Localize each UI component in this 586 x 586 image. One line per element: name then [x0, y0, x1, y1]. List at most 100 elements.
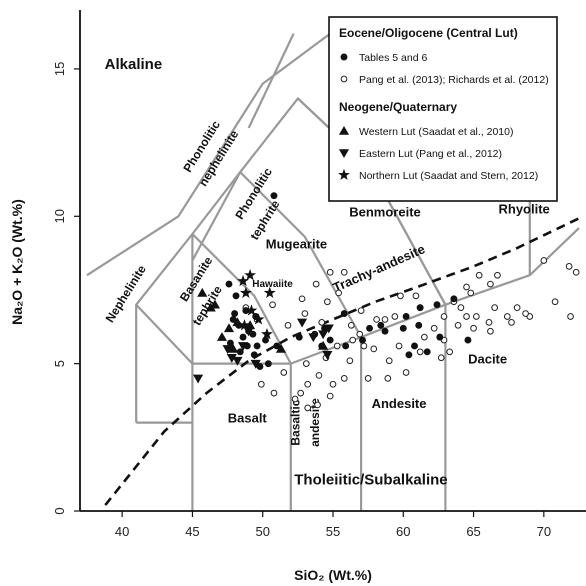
data-point-star	[261, 327, 273, 340]
data-point-filled-circle	[264, 360, 272, 368]
data-point-filled-circle	[366, 324, 373, 332]
field-boundary	[86, 32, 331, 277]
data-point-open-circle	[397, 292, 404, 300]
data-point-star	[237, 274, 249, 287]
data-point-triangle-down	[322, 351, 333, 360]
data-point-triangle-up	[275, 343, 287, 353]
data-point-star	[239, 286, 252, 298]
data-point-open-circle	[364, 375, 372, 382]
data-point-open-circle	[340, 268, 348, 276]
data-points	[193, 192, 580, 412]
data-point-open-circle	[304, 380, 312, 388]
data-point-open-circle	[395, 342, 403, 350]
data-point-triangle-down	[243, 327, 254, 337]
data-point-open-circle	[356, 330, 364, 338]
data-point-open-circle	[487, 280, 494, 288]
data-point-filled-circle	[239, 333, 247, 341]
data-point-open-circle	[463, 313, 470, 320]
data-point-filled-circle	[415, 321, 423, 329]
data-point-triangle-up	[223, 323, 235, 333]
data-point-filled-circle	[381, 327, 389, 335]
y-axis-title: Na₂O + K₂O (Wt.%)	[9, 199, 25, 325]
data-point-open-circle	[298, 295, 306, 303]
data-point-open-circle	[346, 357, 354, 365]
data-point-open-circle	[340, 375, 348, 382]
data-point-triangle-up	[245, 320, 256, 330]
data-point-open-circle	[291, 395, 299, 403]
x-tick-label: 70	[537, 524, 551, 539]
field-boundary	[135, 303, 194, 365]
data-point-filled-circle	[270, 192, 278, 200]
data-point-open-circle	[269, 301, 276, 309]
data-point-open-circle	[304, 404, 312, 412]
data-point-open-circle	[572, 268, 580, 276]
data-point-open-circle	[347, 321, 355, 329]
legend-entry: Tables 5 and 6	[359, 52, 427, 64]
data-point-filled-circle	[450, 295, 458, 303]
legend-marker-triangle-up	[338, 125, 350, 135]
legend-entry: Pang et al. (2013); Richards et al. (201…	[359, 74, 549, 86]
legend-heading: Eocene/Oligocene (Central Lut)	[339, 26, 518, 40]
legend-entry: Eastern Lut (Pang et al., 2012)	[359, 148, 502, 160]
data-point-star	[245, 304, 258, 316]
data-point-filled-circle	[295, 333, 303, 341]
data-point-open-circle	[440, 313, 448, 320]
data-point-open-circle	[491, 304, 498, 312]
data-point-open-circle	[381, 316, 389, 323]
data-point-open-circle	[565, 263, 573, 270]
legend-box	[328, 16, 558, 202]
data-point-filled-circle	[416, 304, 424, 312]
data-point-open-circle	[475, 271, 483, 279]
legend-heading: Neogene/Quaternary	[339, 100, 457, 114]
data-point-filled-circle	[433, 301, 441, 309]
data-point-filled-circle	[402, 313, 410, 320]
data-point-open-circle	[326, 392, 334, 400]
data-point-open-circle	[314, 401, 321, 409]
data-point-triangle-down	[237, 342, 249, 352]
field-boundary	[247, 33, 295, 129]
data-point-open-circle	[503, 313, 511, 320]
data-point-filled-circle	[231, 310, 239, 317]
data-point-open-circle	[485, 319, 493, 326]
data-point-filled-circle	[359, 336, 366, 344]
field-boundary	[191, 233, 292, 365]
y-tick-label: 0	[52, 507, 67, 514]
data-point-filled-circle	[423, 348, 431, 356]
y-tick-label: 5	[52, 360, 67, 367]
data-point-open-circle	[335, 289, 342, 297]
data-point-open-circle	[508, 319, 515, 326]
data-point-filled-circle	[256, 363, 264, 371]
data-point-open-circle	[540, 257, 548, 264]
data-point-open-circle	[391, 313, 399, 320]
data-point-open-circle	[324, 298, 331, 306]
data-point-triangle-down	[232, 356, 243, 366]
data-point-triangle-up	[216, 332, 228, 341]
data-point-triangle-down	[222, 345, 233, 354]
data-point-star	[244, 269, 256, 281]
data-point-filled-circle	[436, 333, 444, 341]
field-label: Dacite	[468, 352, 507, 367]
data-point-triangle-up	[209, 299, 220, 309]
data-point-star	[263, 286, 276, 298]
data-point-filled-circle	[340, 310, 348, 317]
axes: 40 45 50 55 60 65 70 0 5 10 15	[52, 10, 586, 539]
data-point-star	[238, 319, 251, 331]
field-label: Benmoreite	[349, 204, 421, 219]
data-point-filled-circle	[411, 342, 418, 350]
data-point-filled-circle	[377, 321, 385, 329]
legend-marker-triangle-down	[338, 149, 350, 159]
field-label: Basalt	[228, 411, 268, 426]
data-point-filled-circle	[236, 348, 244, 356]
x-tick-label: 45	[185, 524, 199, 539]
data-point-open-circle	[430, 324, 438, 332]
data-point-open-circle	[567, 313, 574, 320]
data-point-open-circle	[494, 271, 501, 279]
data-point-filled-circle	[253, 342, 261, 350]
data-point-open-circle	[349, 336, 357, 344]
data-point-triangle-up	[318, 340, 329, 350]
data-point-filled-circle	[326, 336, 334, 344]
data-point-open-circle	[416, 348, 424, 356]
data-point-filled-circle	[399, 324, 407, 332]
data-point-open-circle	[437, 354, 445, 362]
x-tick-label: 65	[466, 524, 480, 539]
